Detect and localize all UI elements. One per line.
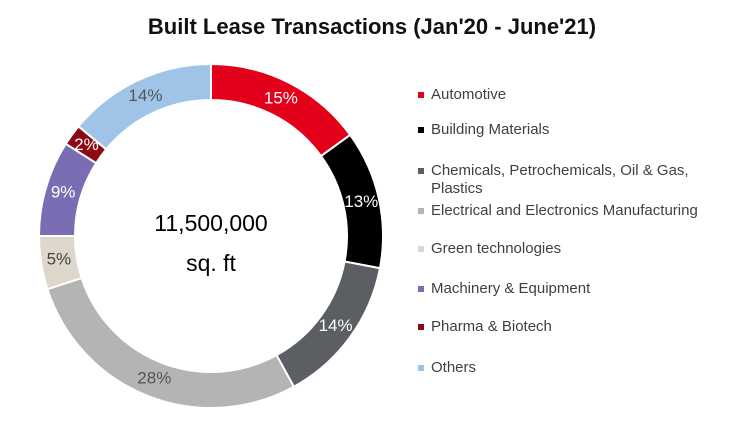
legend-swatch [418, 208, 424, 214]
legend-item: Electrical and Electronics Manufacturing [418, 202, 728, 220]
legend-item: Pharma & Biotech [418, 318, 728, 336]
legend-swatch [418, 324, 424, 330]
legend-label: Automotive [431, 86, 507, 103]
legend-swatch [418, 246, 424, 252]
chart-title: Built Lease Transactions (Jan'20 - June'… [148, 14, 596, 39]
legend-item: Green technologies [418, 240, 728, 258]
legend-label: Pharma & Biotech [431, 318, 552, 335]
legend-swatch [418, 92, 424, 98]
legend-item: Machinery & Equipment [418, 280, 728, 298]
legend-item: Automotive [418, 86, 728, 104]
donut-slice [46, 276, 296, 409]
center-label: sq. ft [186, 250, 236, 276]
legend-label: Electrical and Electronics Manufacturing [431, 202, 698, 219]
donut-slice [210, 62, 352, 158]
value-label: 9% [51, 183, 76, 202]
legend-label: Machinery & Equipment [431, 280, 591, 297]
center-label: 11,500,000 [154, 210, 267, 236]
legend-item: Chemicals, Petrochemicals, Oil & Gas, Pl… [418, 162, 728, 198]
legend-label: Building Materials [431, 121, 550, 138]
legend-swatch [418, 365, 424, 371]
legend-label: Chemicals, Petrochemicals, Oil & Gas, Pl… [431, 162, 689, 197]
legend-swatch [418, 286, 424, 292]
donut-slice [77, 62, 212, 151]
legend-swatch [418, 127, 424, 133]
legend-item: Others [418, 359, 728, 377]
legend-label: Others [431, 359, 477, 376]
legend-item: Building Materials [418, 121, 728, 139]
value-label: 28% [137, 369, 171, 388]
legend-swatch [418, 168, 424, 174]
value-label: 14% [128, 86, 162, 105]
value-label: 13% [344, 192, 378, 211]
value-label: 2% [74, 135, 99, 154]
value-label: 15% [264, 88, 298, 107]
legend-label: Green technologies [431, 240, 562, 257]
value-label: 14% [319, 316, 353, 335]
value-label: 5% [47, 250, 72, 269]
